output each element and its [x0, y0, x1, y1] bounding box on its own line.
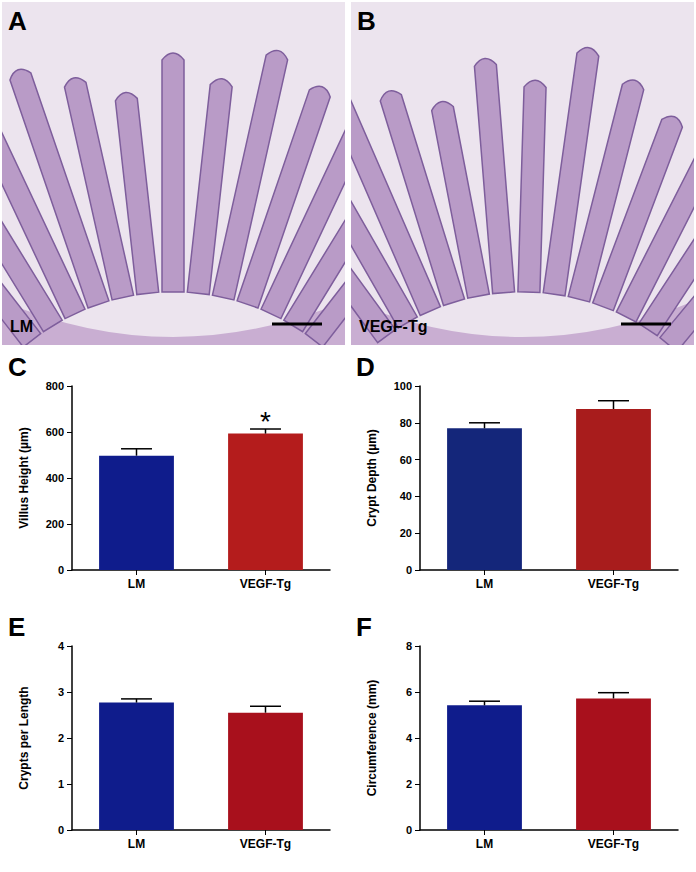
svg-text:800: 800 [46, 380, 64, 392]
svg-text:E: E [8, 612, 25, 642]
svg-text:LM: LM [476, 577, 493, 591]
svg-text:VEGF-Tg: VEGF-Tg [240, 837, 291, 851]
svg-text:F: F [356, 612, 372, 642]
svg-text:400: 400 [46, 472, 64, 484]
svg-text:Villus Height (µm): Villus Height (µm) [17, 427, 31, 528]
svg-text:200: 200 [46, 518, 64, 530]
svg-text:6: 6 [406, 686, 412, 698]
svg-text:100: 100 [394, 380, 412, 392]
svg-text:Crypts per Length: Crypts per Length [17, 686, 31, 789]
svg-text:B: B [357, 6, 376, 36]
svg-text:LM: LM [128, 577, 145, 591]
svg-text:LM: LM [476, 837, 493, 851]
svg-text:LM: LM [10, 318, 33, 335]
svg-text:4: 4 [406, 732, 413, 744]
svg-text:C: C [8, 352, 27, 382]
svg-text:Circumference (mm): Circumference (mm) [365, 680, 379, 797]
svg-text:2: 2 [58, 732, 64, 744]
svg-text:VEGF-Tg: VEGF-Tg [359, 318, 427, 335]
svg-text:4: 4 [58, 640, 65, 652]
svg-text:80: 80 [400, 417, 412, 429]
svg-text:600: 600 [46, 426, 64, 438]
svg-text:0: 0 [406, 824, 412, 836]
svg-text:VEGF-Tg: VEGF-Tg [588, 577, 639, 591]
svg-text:VEGF-Tg: VEGF-Tg [240, 577, 291, 591]
svg-text:Crypt Depth (µm): Crypt Depth (µm) [365, 429, 379, 527]
svg-text:60: 60 [400, 454, 412, 466]
svg-text:D: D [356, 352, 375, 382]
svg-text:LM: LM [128, 837, 145, 851]
svg-text:VEGF-Tg: VEGF-Tg [588, 837, 639, 851]
svg-text:3: 3 [58, 686, 64, 698]
svg-text:40: 40 [400, 490, 412, 502]
svg-text:*: * [260, 406, 271, 437]
svg-text:1: 1 [58, 778, 64, 790]
svg-text:0: 0 [58, 824, 64, 836]
svg-text:20: 20 [400, 527, 412, 539]
svg-text:2: 2 [406, 778, 412, 790]
svg-text:0: 0 [406, 564, 412, 576]
svg-text:0: 0 [58, 564, 64, 576]
svg-text:A: A [8, 6, 27, 36]
svg-text:8: 8 [406, 640, 412, 652]
